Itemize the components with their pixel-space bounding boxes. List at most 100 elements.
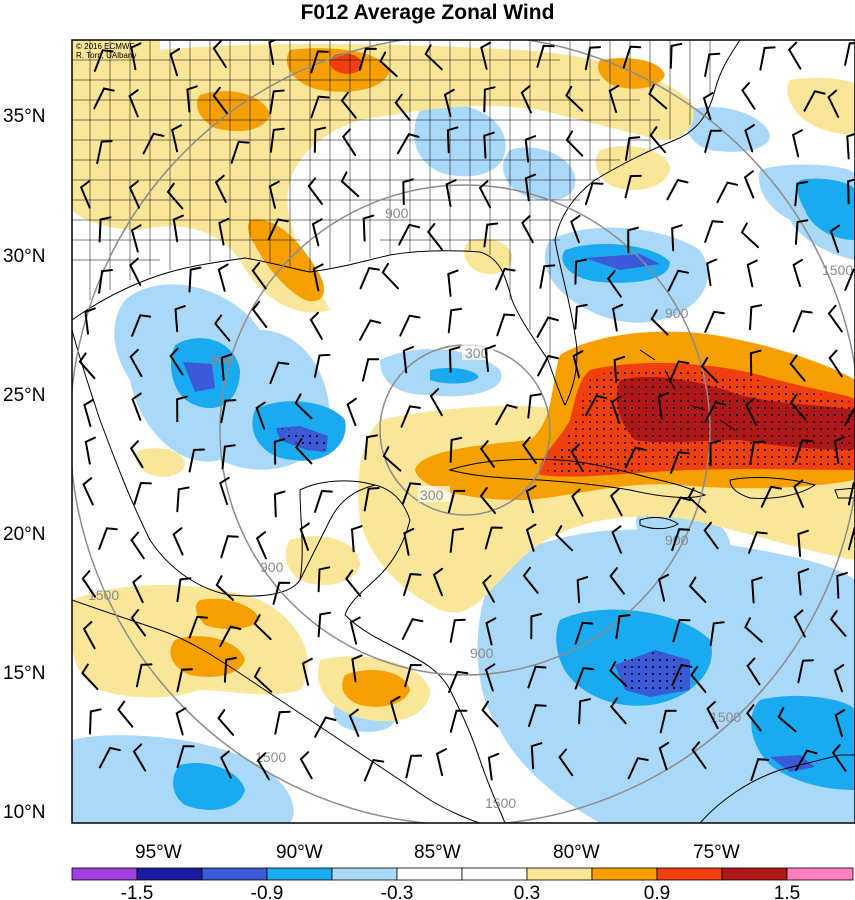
wind-barb [787,41,802,70]
latitude-labels: 35°N 30°N 25°N 20°N 15°N 10°N [3,106,45,823]
colorbar-swatch [461,867,528,881]
lat-label-15: 15°N [3,663,45,684]
wind-barb [317,611,332,638]
wind-barb [176,395,188,423]
wind-barb [528,704,547,728]
wind-barb [221,444,236,470]
wind-barb [389,695,401,725]
wind-barb [130,531,145,560]
wind-barb [650,309,669,336]
wind-barb [668,360,690,383]
wind-barb [750,758,770,782]
wind-barb [828,349,843,378]
wind-barb [794,219,809,245]
wind-barb-layer [78,40,855,782]
wind-barb [803,90,826,112]
wind-barb [398,223,420,246]
wind-barb [539,264,556,289]
wind-barb [704,129,722,153]
wind-barb [272,581,291,605]
wind-barb [658,741,670,771]
wind-barb [267,218,289,241]
wind-barb [426,223,443,251]
pacific-coast [72,599,481,823]
wind-barb [449,618,466,643]
wind-barb [273,490,286,518]
wind-barb [447,269,459,297]
wind-barb [706,258,718,287]
wind-barb [624,446,647,469]
wind-barb [522,436,537,465]
wind-barb [524,135,537,163]
wind-barb [399,314,421,337]
orange-region [342,670,410,707]
wind-barb [584,46,602,71]
wind-barb [424,44,443,71]
wind-barb [313,353,331,378]
wind-barb [79,180,91,209]
wind-barb [401,618,424,640]
wind-barb [220,535,239,559]
wind-barb [268,180,280,209]
wind-barb [274,710,291,735]
wind-barb [218,217,230,246]
wind-barb [484,526,503,550]
wind-barb [341,128,357,157]
wind-barb [584,182,604,206]
wind-barb [625,136,641,161]
colorbar-swatch [591,867,658,881]
wind-barb [829,224,841,253]
wind-barb [133,481,152,505]
wind-barb [611,303,624,332]
strong-blue-region [585,254,660,270]
wind-barb [89,708,102,735]
wind-barb [833,664,845,693]
range-ring-label-300: 300 [465,345,489,361]
range-ring-label-1500: 1500 [88,587,119,603]
wind-barb [294,393,313,420]
light-blue-region [503,147,576,201]
wind-barb [188,448,205,473]
wind-barb [402,346,415,374]
wind-barb [230,140,250,164]
wind-barb [117,700,134,728]
red-region [329,53,363,74]
wind-barb [834,709,846,738]
wind-barb [704,220,724,243]
wind-barb [478,180,492,209]
wind-barb [690,665,707,693]
colorbar-swatch [526,867,593,881]
map-body: 300 300 900 900 900 900 900 900 1500 150… [72,40,855,823]
light-yellow-region [787,77,855,135]
wind-barb [214,314,231,342]
wind-barb [847,481,855,506]
wind-barb [364,434,378,460]
colorbar-label: 1.5 [774,883,800,900]
colorbar-swatch [201,867,268,881]
wind-barb [610,697,627,725]
significance-stipple [620,652,685,694]
wind-barb [130,224,142,253]
wind-barb [223,656,237,683]
wind-barb [82,621,96,650]
wind-barb [525,485,537,514]
wind-barb [445,179,457,207]
wind-barb [702,92,714,121]
wind-barb [668,496,692,518]
wind-barb [844,268,855,291]
wind-barb [827,89,840,118]
wind-barb [746,657,761,686]
wind-barb [81,663,99,691]
wind-barb [574,667,595,690]
wind-barb [748,531,768,554]
wind-barb [269,89,285,115]
wind-barb [269,127,285,153]
wind-barb [255,531,267,560]
wind-barb [217,709,235,736]
wind-barb [268,40,278,66]
wind-barb [585,394,608,417]
wind-barb [169,48,181,77]
colorbar-swatch [786,867,854,881]
wind-barb [132,743,147,772]
wind-barb [789,393,807,421]
